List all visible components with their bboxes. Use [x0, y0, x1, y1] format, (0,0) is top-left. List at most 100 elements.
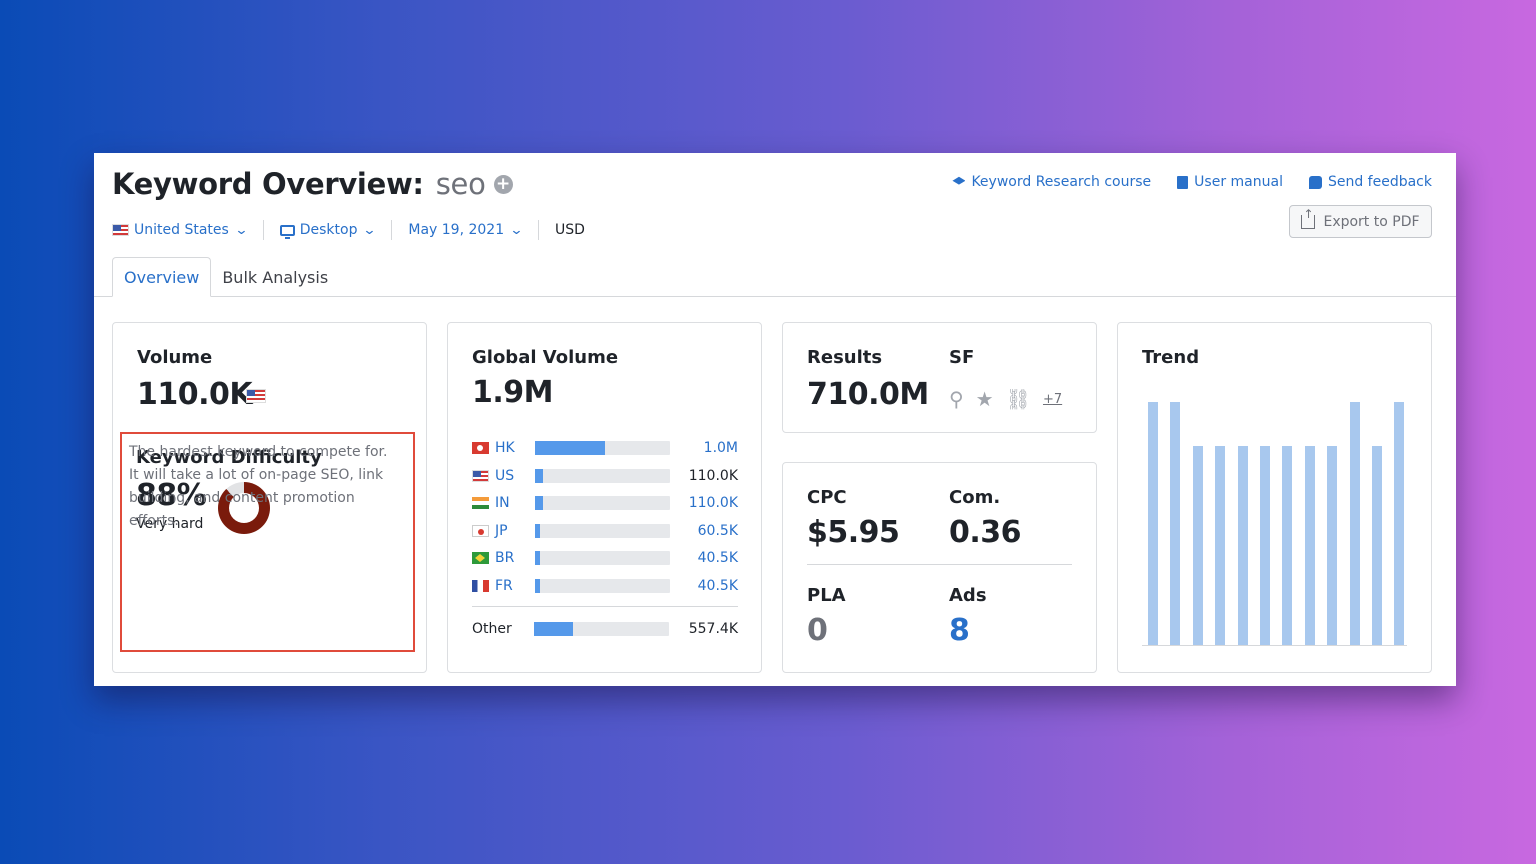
- country-volume-value: 40.5K: [697, 577, 738, 594]
- country-code: JP: [495, 522, 508, 539]
- ads-value[interactable]: 8: [949, 613, 970, 648]
- trend-card: Trend: [1117, 322, 1432, 673]
- volume-bar: [535, 441, 670, 455]
- trend-bar[interactable]: [1304, 445, 1315, 646]
- map-pin-icon[interactable]: ⚲: [949, 387, 964, 411]
- cpc-label: CPC: [807, 487, 847, 508]
- tab-bar: Overview Bulk Analysis: [112, 257, 339, 297]
- export-pdf-button[interactable]: Export to PDF: [1289, 205, 1432, 238]
- chevron-down-icon: ⌄: [362, 222, 378, 238]
- country-volume-row[interactable]: JP 60.5K: [472, 522, 738, 540]
- global-volume-label: Global Volume: [472, 347, 619, 368]
- divider: [538, 220, 540, 240]
- country-volume-row[interactable]: HK 1.0M: [472, 439, 738, 457]
- volume-bar-fill: [535, 468, 544, 483]
- difficulty-description: The hardest keyword to compete for. It w…: [129, 444, 388, 529]
- volume-bar-fill: [535, 523, 541, 538]
- link-label: Keyword Research course: [971, 174, 1152, 190]
- country-volume-value: 1.0M: [703, 440, 738, 456]
- divider: [472, 606, 738, 607]
- date-dropdown[interactable]: May 19, 2021 ⌄: [408, 222, 524, 238]
- fr-flag-icon: [472, 579, 489, 592]
- other-label: Other: [472, 621, 512, 637]
- difficulty-label: Keyword Difficulty: [136, 447, 322, 468]
- country-value: United States: [134, 222, 229, 238]
- volume-bar: [535, 496, 670, 510]
- serp-features: ⚲ ★ ⛓ +7: [949, 387, 1062, 411]
- send-feedback-link[interactable]: Send feedback: [1308, 174, 1432, 190]
- in-flag-icon: [472, 497, 489, 509]
- volume-label: Volume: [137, 347, 213, 368]
- country-code: FR: [495, 577, 513, 594]
- br-flag-icon: [472, 552, 489, 564]
- trend-bar[interactable]: [1372, 445, 1382, 646]
- more-features-link[interactable]: +7: [1042, 391, 1063, 407]
- volume-value: 110.0K: [137, 377, 253, 412]
- country-volume-row[interactable]: IN 110.0K: [472, 494, 738, 512]
- chevron-down-icon: ⌄: [509, 222, 524, 238]
- volume-bar-fill: [535, 441, 606, 455]
- country-code: BR: [495, 550, 515, 566]
- link-icon[interactable]: ⛓: [1005, 387, 1031, 411]
- trend-bar[interactable]: [1282, 445, 1293, 646]
- trend-baseline: [1142, 645, 1407, 646]
- competition-label: Com.: [949, 487, 1001, 508]
- country-code: HK: [495, 440, 515, 456]
- graduation-cap-icon: [952, 176, 966, 185]
- link-label: User manual: [1194, 174, 1283, 190]
- trend-bar[interactable]: [1148, 402, 1158, 646]
- device-value: Desktop: [299, 222, 358, 238]
- filter-bar: United States ⌄ Desktop ⌄ May 19, 2021 ⌄…: [112, 220, 585, 240]
- trend-bar[interactable]: [1170, 402, 1181, 646]
- volume-bar-fill: [534, 622, 574, 636]
- cpc-card: CPC $5.95 Com. 0.36 PLA 0 Ads 8: [782, 462, 1097, 673]
- divider: [262, 220, 264, 240]
- trend-bar[interactable]: [1260, 445, 1270, 646]
- volume-bar: [535, 578, 670, 593]
- trend-bar[interactable]: [1327, 445, 1338, 646]
- date-value: May 19, 2021: [408, 222, 505, 238]
- sf-label: SF: [949, 347, 975, 368]
- add-keyword-icon[interactable]: +: [493, 174, 513, 194]
- device-dropdown[interactable]: Desktop ⌄: [279, 222, 378, 239]
- volume-bar: [535, 523, 670, 538]
- tab-bulk-analysis[interactable]: Bulk Analysis: [222, 267, 329, 287]
- tab-overview[interactable]: Overview: [112, 257, 212, 297]
- user-manual-link[interactable]: User manual: [1177, 174, 1283, 190]
- divider: [391, 220, 393, 240]
- other-value: 557.4K: [688, 621, 738, 637]
- global-volume-value: 1.9M: [472, 375, 554, 410]
- trend-label: Trend: [1142, 347, 1200, 368]
- volume-bar-fill: [535, 496, 544, 510]
- trend-bar[interactable]: [1192, 445, 1203, 646]
- country-code: IN: [495, 495, 510, 511]
- pla-value: 0: [807, 613, 828, 648]
- us-flag-icon: [472, 469, 489, 482]
- other-volume-row: Other 557.4K: [472, 620, 738, 638]
- speech-bubble-icon: [1308, 175, 1322, 189]
- country-volume-row[interactable]: US 110.0K: [472, 467, 738, 485]
- divider: [807, 564, 1072, 565]
- volume-bar-fill: [535, 578, 541, 593]
- country-dropdown[interactable]: United States ⌄: [112, 222, 248, 238]
- us-flag-icon: [246, 389, 266, 403]
- country-volume-value: 110.0K: [688, 495, 738, 511]
- trend-bar[interactable]: [1394, 402, 1405, 646]
- volume-bar-fill: [535, 551, 541, 565]
- difficulty-value: 88%: [136, 478, 207, 513]
- trend-bar[interactable]: [1215, 445, 1226, 646]
- desktop-icon: [279, 224, 295, 239]
- country-volume-row[interactable]: FR 40.5K: [472, 577, 738, 595]
- trend-bar[interactable]: [1349, 402, 1360, 646]
- trend-bar[interactable]: [1237, 445, 1248, 646]
- page-title: Keyword Overview: seo +: [112, 167, 513, 201]
- country-volume-row[interactable]: BR 40.5K: [472, 549, 738, 567]
- tab-divider: [94, 296, 1456, 297]
- star-icon[interactable]: ★: [975, 387, 994, 411]
- page-title-text: Keyword Overview:: [112, 167, 424, 201]
- link-label: Send feedback: [1327, 174, 1432, 190]
- country-volume-value: 40.5K: [697, 550, 738, 566]
- keyword-research-course-link[interactable]: Keyword Research course: [952, 174, 1151, 190]
- keyword-text: seo: [435, 167, 486, 201]
- results-label: Results: [807, 347, 883, 368]
